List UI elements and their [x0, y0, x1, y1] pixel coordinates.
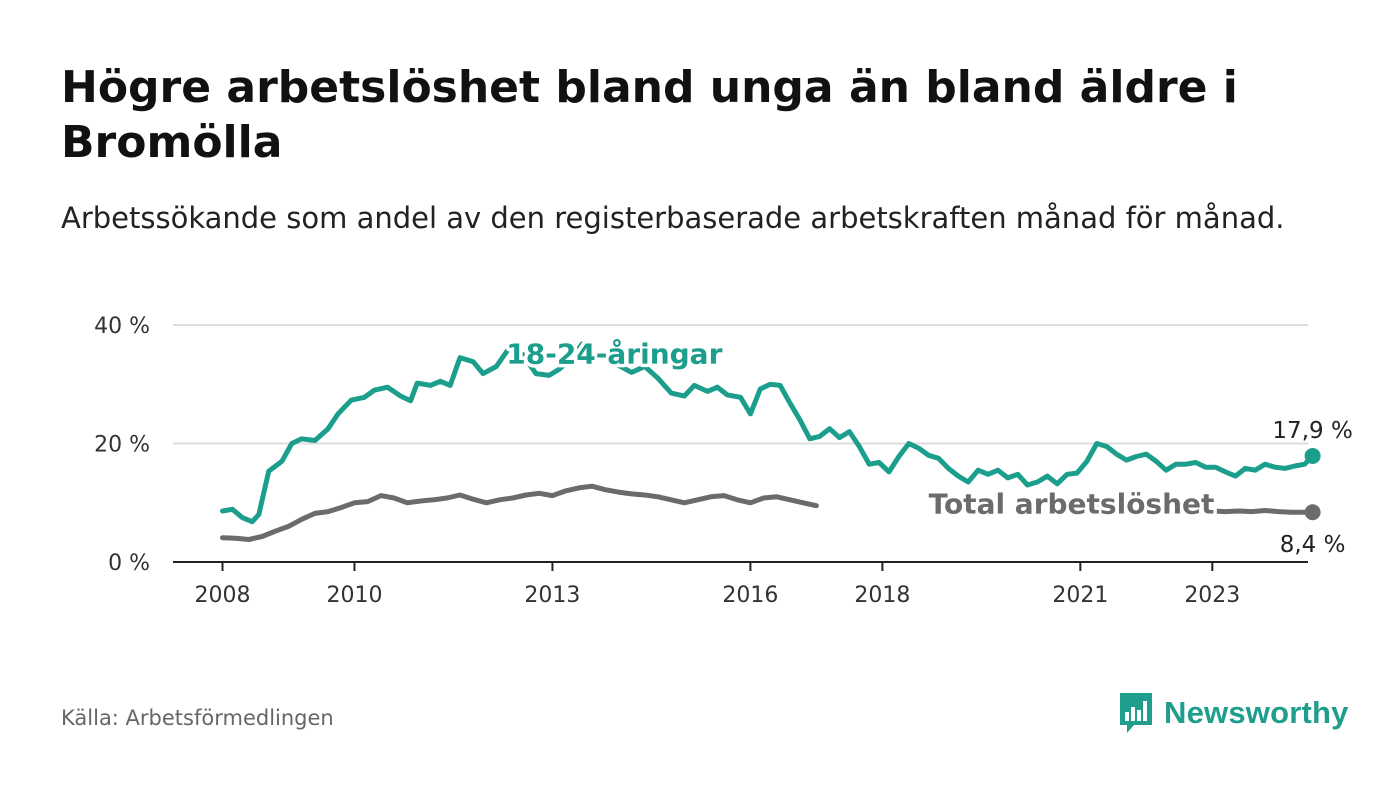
series-end-point	[1304, 504, 1321, 521]
x-tick-label: 2023	[1184, 583, 1240, 608]
x-tick-label: 2016	[722, 583, 778, 608]
x-tick-label: 2021	[1052, 583, 1108, 608]
x-tick-label: 2018	[854, 583, 910, 608]
newsworthy-logo-icon	[1120, 693, 1152, 733]
line-chart: 0 % 20 % 40 % 2008 2010 2013 2016 2018 2021 2023 1…	[94, 314, 1353, 608]
series-line-total	[220, 483, 1316, 542]
x-tick-label: 2013	[524, 583, 580, 608]
newsworthy-logo-text: Newsworthy	[1164, 695, 1349, 730]
y-tick-label: 20 %	[94, 433, 150, 458]
end-value-label: 17,9 %	[1272, 418, 1352, 444]
x-tick-label: 2008	[194, 583, 250, 608]
source-note: Källa: Arbetsförmedlingen	[61, 706, 334, 730]
y-tick-label: 40 %	[94, 314, 150, 339]
series-end-point	[1304, 447, 1321, 464]
series-label: 18-24-åringar	[506, 338, 722, 371]
newsworthy-logo: Newsworthy	[1118, 690, 1349, 736]
end-value-label: 8,4 %	[1280, 532, 1346, 558]
chart-subtitle: Arbetssökande som andel av den registerb…	[61, 201, 1285, 235]
series-label: Total arbetslöshet	[929, 487, 1215, 520]
series-line-youth	[220, 341, 1316, 525]
x-tick-label: 2010	[326, 583, 382, 608]
chart-title: Högre arbetslöshet bland unga än bland ä…	[61, 62, 1238, 168]
y-tick-label: 0 %	[108, 551, 150, 576]
